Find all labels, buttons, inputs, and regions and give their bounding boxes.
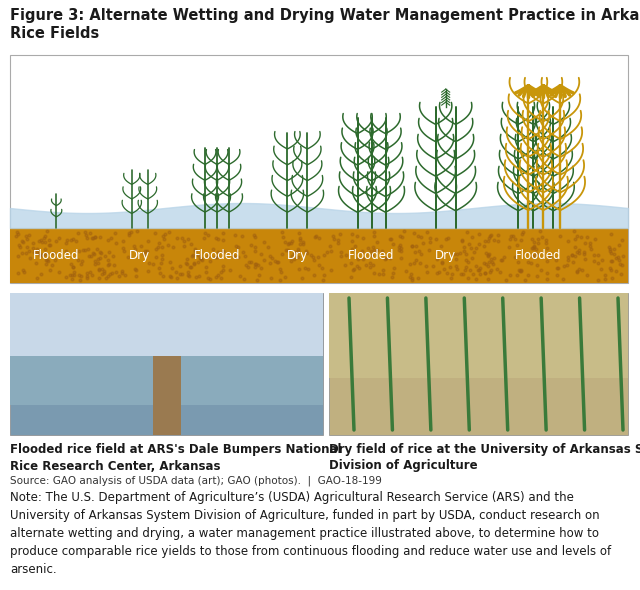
Bar	[10, 228, 628, 283]
Text: Source: GAO analysis of USDA data (art); GAO (photos).  |  GAO-18-199: Source: GAO analysis of USDA data (art);…	[10, 475, 382, 486]
Text: Flooded: Flooded	[515, 249, 562, 262]
Bar	[10, 356, 323, 405]
Text: Flooded: Flooded	[348, 249, 395, 262]
Bar	[10, 55, 628, 283]
Text: Dry field of rice at the University of Arkansas System
Division of Agriculture: Dry field of rice at the University of A…	[329, 443, 640, 473]
Bar	[329, 293, 628, 378]
Text: Figure 3: Alternate Wetting and Drying Water Management Practice in Arkansas: Figure 3: Alternate Wetting and Drying W…	[10, 8, 640, 23]
Text: Dry: Dry	[435, 249, 456, 262]
Text: Flooded rice field at ARS's Dale Bumpers National
Rice Research Center, Arkansas: Flooded rice field at ARS's Dale Bumpers…	[10, 443, 342, 473]
Text: Dry: Dry	[129, 249, 150, 262]
Text: Flooded: Flooded	[194, 249, 240, 262]
Text: Note: The U.S. Department of Agriculture’s (USDA) Agricultural Research Service : Note: The U.S. Department of Agriculture…	[10, 491, 611, 576]
Bar	[10, 293, 323, 356]
Bar	[10, 293, 323, 435]
Text: Flooded: Flooded	[33, 249, 79, 262]
Bar	[152, 356, 180, 435]
Text: Dry: Dry	[287, 249, 308, 262]
Bar	[329, 293, 628, 435]
Text: Rice Fields: Rice Fields	[10, 26, 99, 41]
